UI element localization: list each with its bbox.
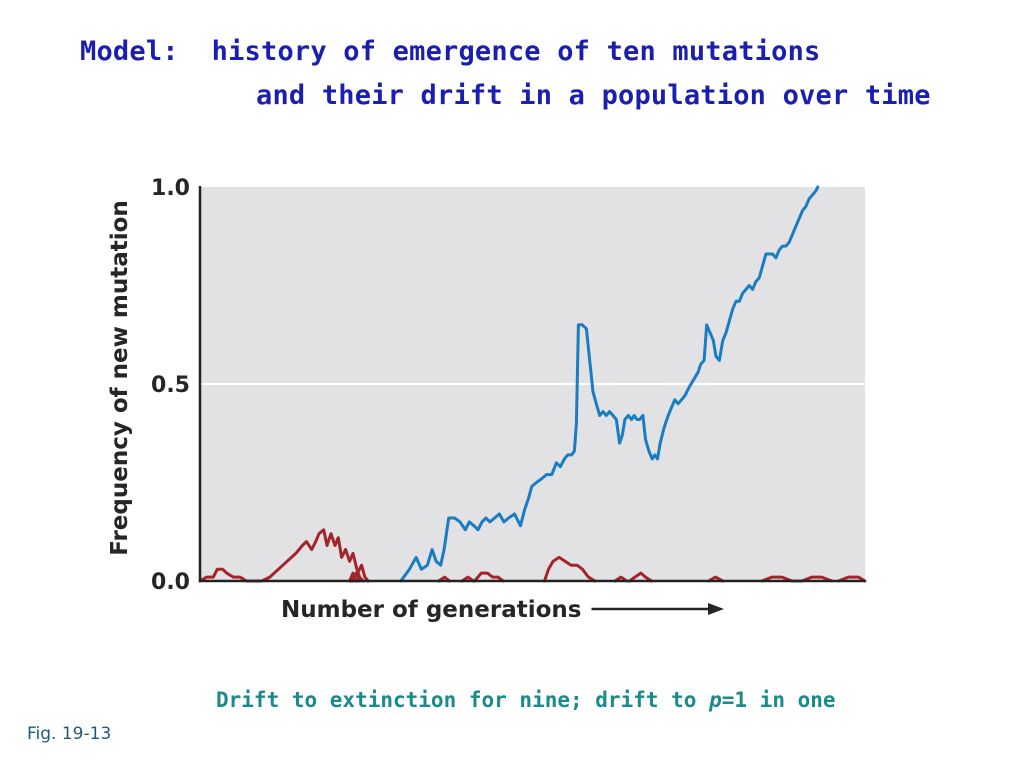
series-extinct-line-14 [836, 575, 867, 583]
series-extinct-line-8 [473, 571, 505, 583]
slide-title: Model: history of emergence of ten mutat… [80, 30, 931, 118]
y-tick-label-1-0: 1.0 [151, 176, 190, 201]
series-extinct-line-9 [543, 555, 597, 583]
y-tick-label-0-5: 0.5 [151, 373, 190, 398]
slide-title-line1: Model: history of emergence of ten mutat… [80, 36, 821, 67]
x-axis-label: Number of generations [281, 597, 581, 623]
series-extinct-line-12 [707, 575, 725, 583]
caption-text-after: =1 in one [721, 688, 836, 712]
series-extinct-line-10 [613, 575, 629, 583]
y-axis-label: Frequency of new mutation [107, 200, 133, 556]
series-extinct-line-7 [460, 575, 475, 583]
caption: Drift to extinction for nine; drift to p… [216, 688, 836, 712]
series-extinct-line-11 [628, 571, 653, 583]
caption-text-before: Drift to extinction for nine; drift to [216, 688, 710, 712]
slide-title-line2: and their drift in a population over tim… [256, 80, 931, 111]
x-axis-arrow [591, 603, 724, 615]
series-fixed-line [399, 185, 820, 583]
y-tick-label-0-0: 0.0 [151, 570, 190, 595]
x-axis-arrow-head [708, 603, 724, 615]
series-extinct-line-5 [350, 571, 362, 583]
caption-italic-p: p [709, 688, 722, 712]
y-tick-labels: 0.0 0.5 1.0 [151, 176, 190, 595]
series-extinct-line-6 [437, 575, 451, 583]
series-extinct-line-1 [198, 528, 365, 583]
figure-reference: Fig. 19-13 [27, 724, 112, 744]
